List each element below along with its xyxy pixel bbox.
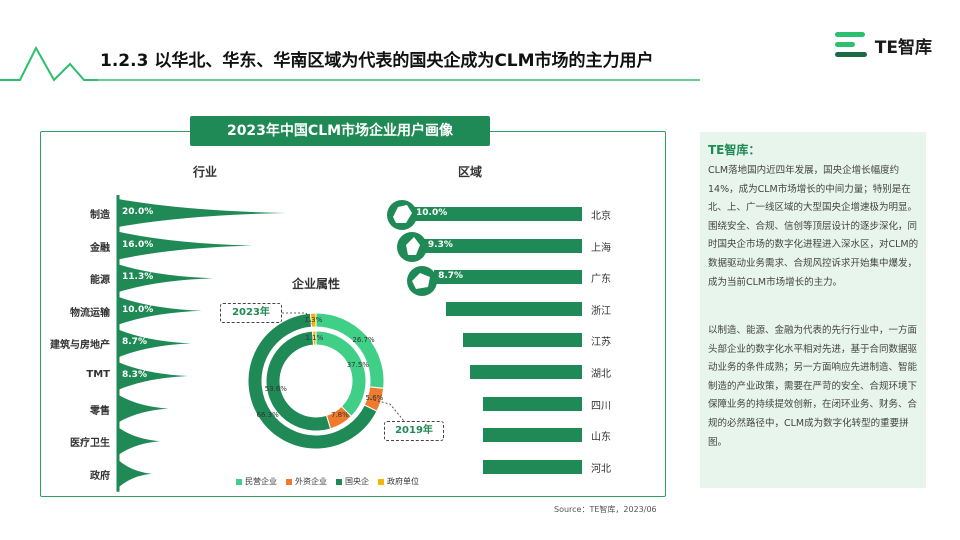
legend-label: 政府单位 [387, 477, 419, 486]
logo: TE智库 [834, 30, 932, 60]
region-bar [469, 365, 582, 379]
region-label: 湖北 [591, 369, 611, 380]
legend-swatch [236, 478, 242, 485]
industry-bar [118, 459, 152, 488]
industry-label: 医疗卫生 [70, 438, 110, 450]
region-bar [463, 333, 582, 348]
industry-label: 建筑与房地产 [50, 340, 110, 352]
region-chart-title: 区域 [458, 165, 483, 179]
industry-bar [118, 199, 286, 227]
legend-label: 外资企业 [295, 477, 327, 486]
industry-value-label: 20.0% [122, 207, 154, 217]
region-bar [412, 207, 582, 221]
industry-value-label: 8.3% [122, 370, 147, 380]
donut-value-label: 5.6% [365, 394, 384, 403]
logo-text: TE智库 [874, 37, 932, 58]
year-2019-badge: 2019年 [384, 421, 444, 441]
summary-title: TE智库： [708, 143, 761, 157]
donut-value-label: 26.7% [352, 336, 375, 345]
region-bar [483, 428, 582, 443]
industry-bar [118, 296, 202, 325]
donut-value-label: 66.3% [256, 411, 279, 420]
region-label: 四川 [591, 400, 611, 412]
region-bar [483, 396, 582, 411]
legend-swatch [286, 478, 292, 485]
region-label: 北京 [591, 211, 611, 222]
logo-icon [834, 32, 867, 57]
industry-bar [118, 264, 213, 293]
region-bar [446, 301, 582, 316]
region-bar [434, 270, 582, 285]
legend-swatch [378, 478, 384, 485]
inner-ring-segment [312, 330, 317, 346]
industry-label: 能源 [90, 275, 110, 287]
industry-value-label: 16.0% [122, 239, 154, 250]
legend-label: 国央企 [345, 477, 369, 486]
region-value-label: 10.0% [416, 208, 448, 218]
ownership-donut-chart [247, 312, 385, 450]
industry-value-label: 8.7% [122, 337, 147, 348]
summary-panel: TE智库： CLM落地国内近四年发展，国央企增长幅度约14%，成为CLM市场增长… [700, 132, 926, 488]
industry-bar [118, 362, 188, 390]
legend-item: 政府单位 [378, 476, 419, 487]
industry-label: TMT [86, 369, 110, 380]
industry-bar [118, 427, 160, 456]
region-label: 山东 [591, 432, 611, 444]
region-value-label: 8.7% [438, 271, 464, 282]
source-note: Source：TE智库，2023/06 [554, 505, 657, 514]
legend-item: 国央企 [336, 476, 369, 487]
page-title: 1.2.3 以华北、华东、华南区域为代表的国央企成为CLM市场的主力用户 [100, 51, 654, 71]
industry-label: 金融 [90, 242, 110, 254]
region-label: 广东 [591, 274, 611, 286]
panel-title: 2023年中国CLM市场企业用户画像 [190, 116, 490, 146]
industry-label: 物流运输 [70, 307, 110, 319]
legend-item: 外资企业 [286, 476, 327, 487]
region-map-icons [387, 200, 437, 296]
ownership-chart-title: 企业属性 [292, 277, 341, 291]
industry-chart-title: 行业 [193, 165, 218, 179]
donut-value-label: 37.5% [346, 360, 369, 369]
industry-bar [118, 329, 192, 358]
legend-label: 民营企业 [245, 477, 277, 486]
donut-value-label: 1.3% [304, 316, 323, 325]
year-2023-badge: 2023年 [220, 303, 282, 323]
industry-value-label: 11.3% [122, 272, 154, 283]
header-pulse-line [0, 45, 700, 82]
region-value-label: 9.3% [427, 239, 453, 250]
donut-value-label: 53.6% [264, 384, 287, 393]
industry-label: 零售 [90, 405, 110, 417]
ownership-legend: 民营企业 外资企业 国央企 政府单位 [236, 476, 428, 487]
legend-swatch [336, 478, 342, 485]
summary-paragraph-2: 以制造、能源、金融为代表的先行行业中，一方面头部企业的数字化水平相对先进，基于合… [708, 325, 918, 448]
industry-label: 制造 [90, 210, 110, 221]
summary-paragraph-1: CLM落地国内近四年发展，国央企增长幅度约14%，成为CLM市场增长的中间力量；… [708, 165, 919, 288]
legend-item: 民营企业 [236, 476, 277, 487]
industry-label: 政府 [90, 470, 110, 482]
region-bar [423, 238, 582, 253]
region-label: 上海 [591, 242, 611, 254]
industry-bar [118, 394, 169, 423]
donut-value-label: 1.1% [305, 334, 324, 343]
region-label: 河北 [591, 463, 611, 475]
region-bar [483, 459, 582, 474]
industry-value-label: 10.0% [122, 304, 154, 315]
industry-chart [116, 195, 286, 492]
region-label: 江苏 [591, 337, 611, 349]
region-label: 浙江 [591, 305, 611, 317]
industry-bar [118, 231, 253, 260]
donut-value-label: 7.8% [331, 411, 349, 419]
